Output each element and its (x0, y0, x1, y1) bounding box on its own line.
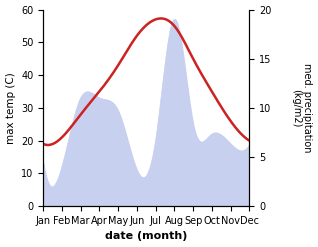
Y-axis label: max temp (C): max temp (C) (5, 72, 16, 144)
Y-axis label: med. precipitation
(kg/m2): med. precipitation (kg/m2) (291, 63, 313, 153)
X-axis label: date (month): date (month) (105, 231, 187, 242)
